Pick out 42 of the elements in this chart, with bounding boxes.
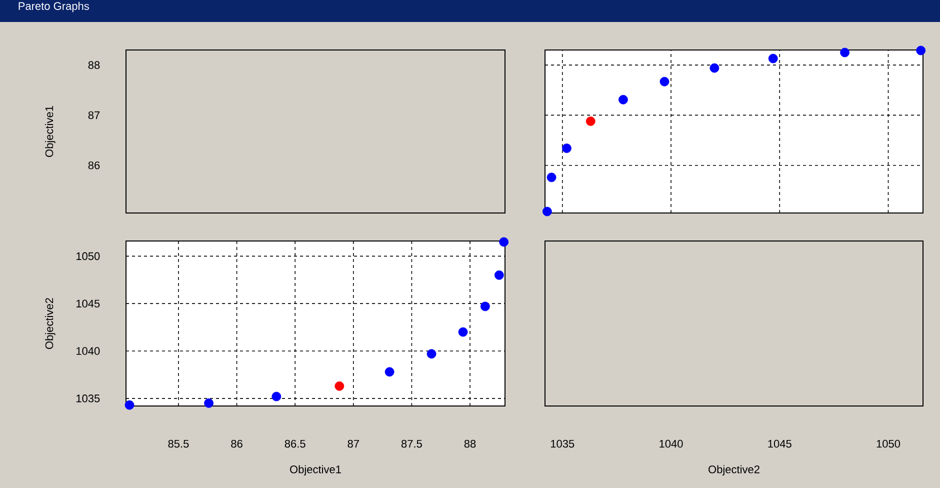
point (840, 48, 850, 58)
x-tick-label: 86.5 (284, 440, 306, 448)
point (384, 367, 394, 377)
chart-title: Pareto Graphs (18, 2, 89, 12)
x-tick-label: 85.5 (168, 440, 189, 448)
x-tick-label: 1035 (550, 440, 574, 448)
point (124, 400, 134, 410)
y-tick-label: 1045 (76, 300, 100, 308)
x-tick-label: 1040 (660, 440, 683, 448)
y-tick-label: 88 (88, 61, 100, 69)
x-tick-label: 1045 (768, 440, 792, 448)
x-tick-label: 88 (464, 440, 476, 448)
point (480, 302, 490, 312)
x-tick-label: 86 (231, 440, 242, 448)
point (916, 46, 926, 56)
point (546, 172, 556, 182)
x-tick-label: 1050 (876, 440, 900, 448)
y-axis-title: Objective1 (45, 106, 56, 157)
point (618, 94, 628, 104)
y-tick-label: 1040 (76, 347, 100, 355)
point (768, 54, 778, 64)
x-axis-title: Objective1 (290, 465, 341, 476)
x-tick-label: 87 (348, 440, 359, 448)
y-tick-label: 87 (88, 111, 100, 120)
y-tick-label: 86 (88, 161, 100, 170)
point (586, 116, 596, 126)
y-tick-label: 1035 (76, 394, 100, 402)
point (334, 381, 344, 391)
point (204, 398, 214, 408)
point (426, 349, 436, 359)
x-axis-title: Objective2 (708, 465, 760, 476)
y-tick-label: 1050 (76, 252, 100, 260)
point (494, 270, 504, 280)
point (562, 144, 572, 153)
point (542, 206, 552, 216)
point (272, 392, 282, 402)
point (660, 76, 670, 86)
x-tick-label: 87.5 (401, 440, 422, 448)
point (458, 327, 468, 337)
y-axis-title: Objective2 (45, 298, 56, 349)
point (710, 63, 720, 73)
point (499, 237, 509, 247)
